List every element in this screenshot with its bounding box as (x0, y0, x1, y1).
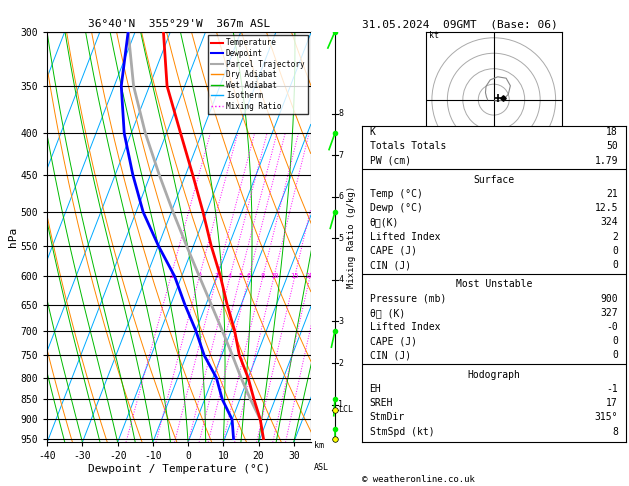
Text: StmSpd (kt): StmSpd (kt) (370, 427, 434, 436)
Text: 4: 4 (338, 276, 343, 284)
Text: © weatheronline.co.uk: © weatheronline.co.uk (362, 474, 474, 484)
Text: 0: 0 (612, 336, 618, 346)
Text: Temp (°C): Temp (°C) (370, 189, 423, 199)
Text: 1: 1 (169, 273, 173, 279)
Text: 6: 6 (247, 273, 251, 279)
Text: 21: 21 (606, 189, 618, 199)
Text: 12.5: 12.5 (594, 203, 618, 213)
Text: 5: 5 (338, 234, 343, 243)
Text: Most Unstable: Most Unstable (455, 279, 532, 289)
Text: 1: 1 (338, 400, 343, 409)
Text: 2: 2 (198, 273, 201, 279)
Text: 7: 7 (338, 151, 343, 160)
Text: 0: 0 (612, 246, 618, 256)
Text: Pressure (mb): Pressure (mb) (370, 294, 446, 304)
Text: -1: -1 (606, 384, 618, 394)
Text: SREH: SREH (370, 398, 393, 408)
Text: 10: 10 (270, 273, 278, 279)
Text: Surface: Surface (473, 175, 515, 185)
Text: CIN (J): CIN (J) (370, 260, 411, 270)
Title: 36°40'N  355°29'W  367m ASL: 36°40'N 355°29'W 367m ASL (88, 19, 270, 30)
Text: 15: 15 (291, 273, 299, 279)
Text: -0: -0 (606, 322, 618, 332)
Text: 50: 50 (606, 141, 618, 151)
Text: 327: 327 (600, 308, 618, 318)
Text: 6: 6 (338, 192, 343, 201)
Text: 0: 0 (612, 350, 618, 361)
Text: θᴄ (K): θᴄ (K) (370, 308, 405, 318)
Text: ASL: ASL (314, 463, 329, 472)
Y-axis label: hPa: hPa (8, 227, 18, 247)
Text: 8: 8 (338, 109, 343, 118)
Text: 3: 3 (215, 273, 220, 279)
Text: θᴄ(K): θᴄ(K) (370, 217, 399, 227)
Text: 4: 4 (228, 273, 232, 279)
Text: 8: 8 (612, 427, 618, 436)
Text: Lifted Index: Lifted Index (370, 232, 440, 242)
Text: PW (cm): PW (cm) (370, 156, 411, 166)
Text: K: K (370, 127, 376, 137)
Text: 2: 2 (338, 359, 343, 367)
Text: 3: 3 (338, 317, 343, 326)
X-axis label: Dewpoint / Temperature (°C): Dewpoint / Temperature (°C) (88, 464, 270, 474)
Text: 2: 2 (612, 232, 618, 242)
Text: 18: 18 (606, 127, 618, 137)
Text: CAPE (J): CAPE (J) (370, 336, 416, 346)
Text: 17: 17 (606, 398, 618, 408)
Text: 31.05.2024  09GMT  (Base: 06): 31.05.2024 09GMT (Base: 06) (362, 19, 557, 29)
Text: 20: 20 (306, 273, 314, 279)
Text: kt: kt (429, 31, 439, 40)
Text: CAPE (J): CAPE (J) (370, 246, 416, 256)
Text: 315°: 315° (594, 413, 618, 422)
Text: Lifted Index: Lifted Index (370, 322, 440, 332)
Text: Totals Totals: Totals Totals (370, 141, 446, 151)
Text: 1.79: 1.79 (594, 156, 618, 166)
Text: Hodograph: Hodograph (467, 370, 520, 380)
Text: 324: 324 (600, 217, 618, 227)
Text: km: km (314, 441, 324, 451)
Text: 0: 0 (612, 260, 618, 270)
Text: Dewp (°C): Dewp (°C) (370, 203, 423, 213)
Text: Mixing Ratio (g/kg): Mixing Ratio (g/kg) (347, 186, 356, 288)
Text: CIN (J): CIN (J) (370, 350, 411, 361)
Text: StmDir: StmDir (370, 413, 405, 422)
Text: 5: 5 (238, 273, 243, 279)
Text: 900: 900 (600, 294, 618, 304)
Text: EH: EH (370, 384, 381, 394)
Text: 8: 8 (261, 273, 265, 279)
Text: LCL: LCL (338, 405, 353, 414)
Legend: Temperature, Dewpoint, Parcel Trajectory, Dry Adiabat, Wet Adiabat, Isotherm, Mi: Temperature, Dewpoint, Parcel Trajectory… (208, 35, 308, 114)
